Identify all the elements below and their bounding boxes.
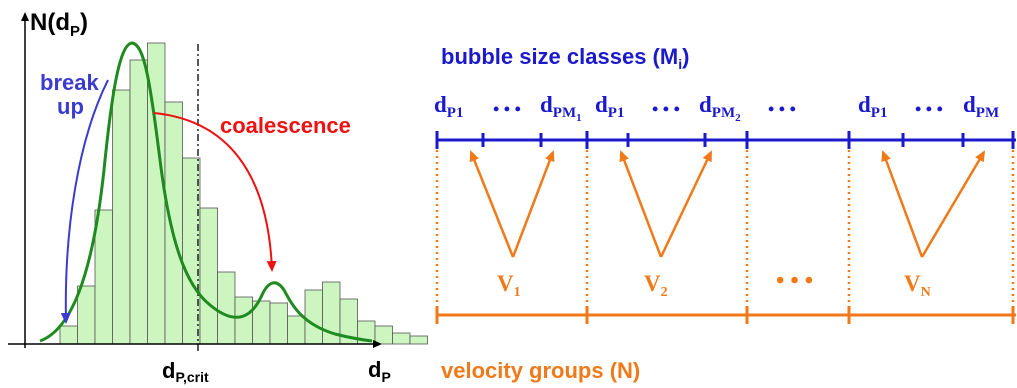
size-label-groupN-first: dP1 — [858, 92, 887, 121]
histogram-bar — [374, 325, 393, 345]
histogram-bar — [392, 332, 411, 345]
histogram-bar — [304, 289, 323, 345]
size-label-group1-first: dP1 — [434, 92, 463, 121]
critical-size-label: dP,crit — [162, 358, 209, 385]
velocity-label-n: VN — [904, 271, 931, 300]
histogram-bars — [59, 42, 428, 345]
size-class-axis — [435, 131, 1016, 149]
breakup-arrow — [60, 79, 109, 324]
breakup-label-line2: up — [57, 94, 84, 119]
size-label-group2-first: dP1 — [595, 92, 624, 121]
histogram-bar — [217, 271, 236, 345]
size-label-groupN-last: dPM — [963, 92, 999, 121]
coalescence-arrow — [153, 112, 277, 272]
histogram-bar — [94, 209, 113, 345]
histogram-bar — [409, 335, 428, 345]
histogram-bar — [77, 285, 96, 345]
histogram-bar — [112, 89, 131, 345]
velocity-group-axis — [435, 306, 1016, 324]
velocity-label-1: V1 — [497, 271, 521, 300]
dots-group1: • • • — [493, 99, 521, 119]
distribution-curve — [39, 41, 373, 343]
velocity-dots: • • • — [776, 268, 813, 294]
histogram-bar — [59, 325, 78, 345]
histogram-bar — [234, 296, 253, 345]
size-label-group2-last: dPM2 — [699, 92, 741, 124]
velocity-group-separators — [435, 150, 1015, 308]
size-label-group1-last: dPM1 — [540, 92, 582, 124]
histogram-bar — [164, 101, 183, 345]
dots-between-groups: • • • — [768, 99, 796, 119]
velocity-groups-title: velocity groups (N) — [441, 358, 640, 383]
size-classes-title: bubble size classes (Mi) — [441, 44, 689, 72]
velocity-labels: V1 V2 VN — [497, 271, 931, 300]
size-class-labels: dP1 • • • dPM1 dP1 • • • dPM2 • • • dP1 … — [434, 92, 999, 124]
histogram-bar — [287, 315, 306, 345]
dots-groupN: • • • — [915, 99, 943, 119]
coalescence-label: coalescence — [220, 113, 351, 138]
x-axis-label: dP — [368, 357, 391, 385]
histogram-bar — [199, 207, 218, 345]
velocity-arrows — [469, 150, 986, 258]
y-axis-label: N(dP) — [30, 9, 88, 40]
velocity-label-2: V2 — [644, 271, 668, 300]
histogram-bar — [129, 59, 148, 345]
dots-group2: • • • — [652, 99, 680, 119]
breakup-label-line1: break — [40, 70, 99, 95]
histogram-bar — [269, 302, 288, 345]
